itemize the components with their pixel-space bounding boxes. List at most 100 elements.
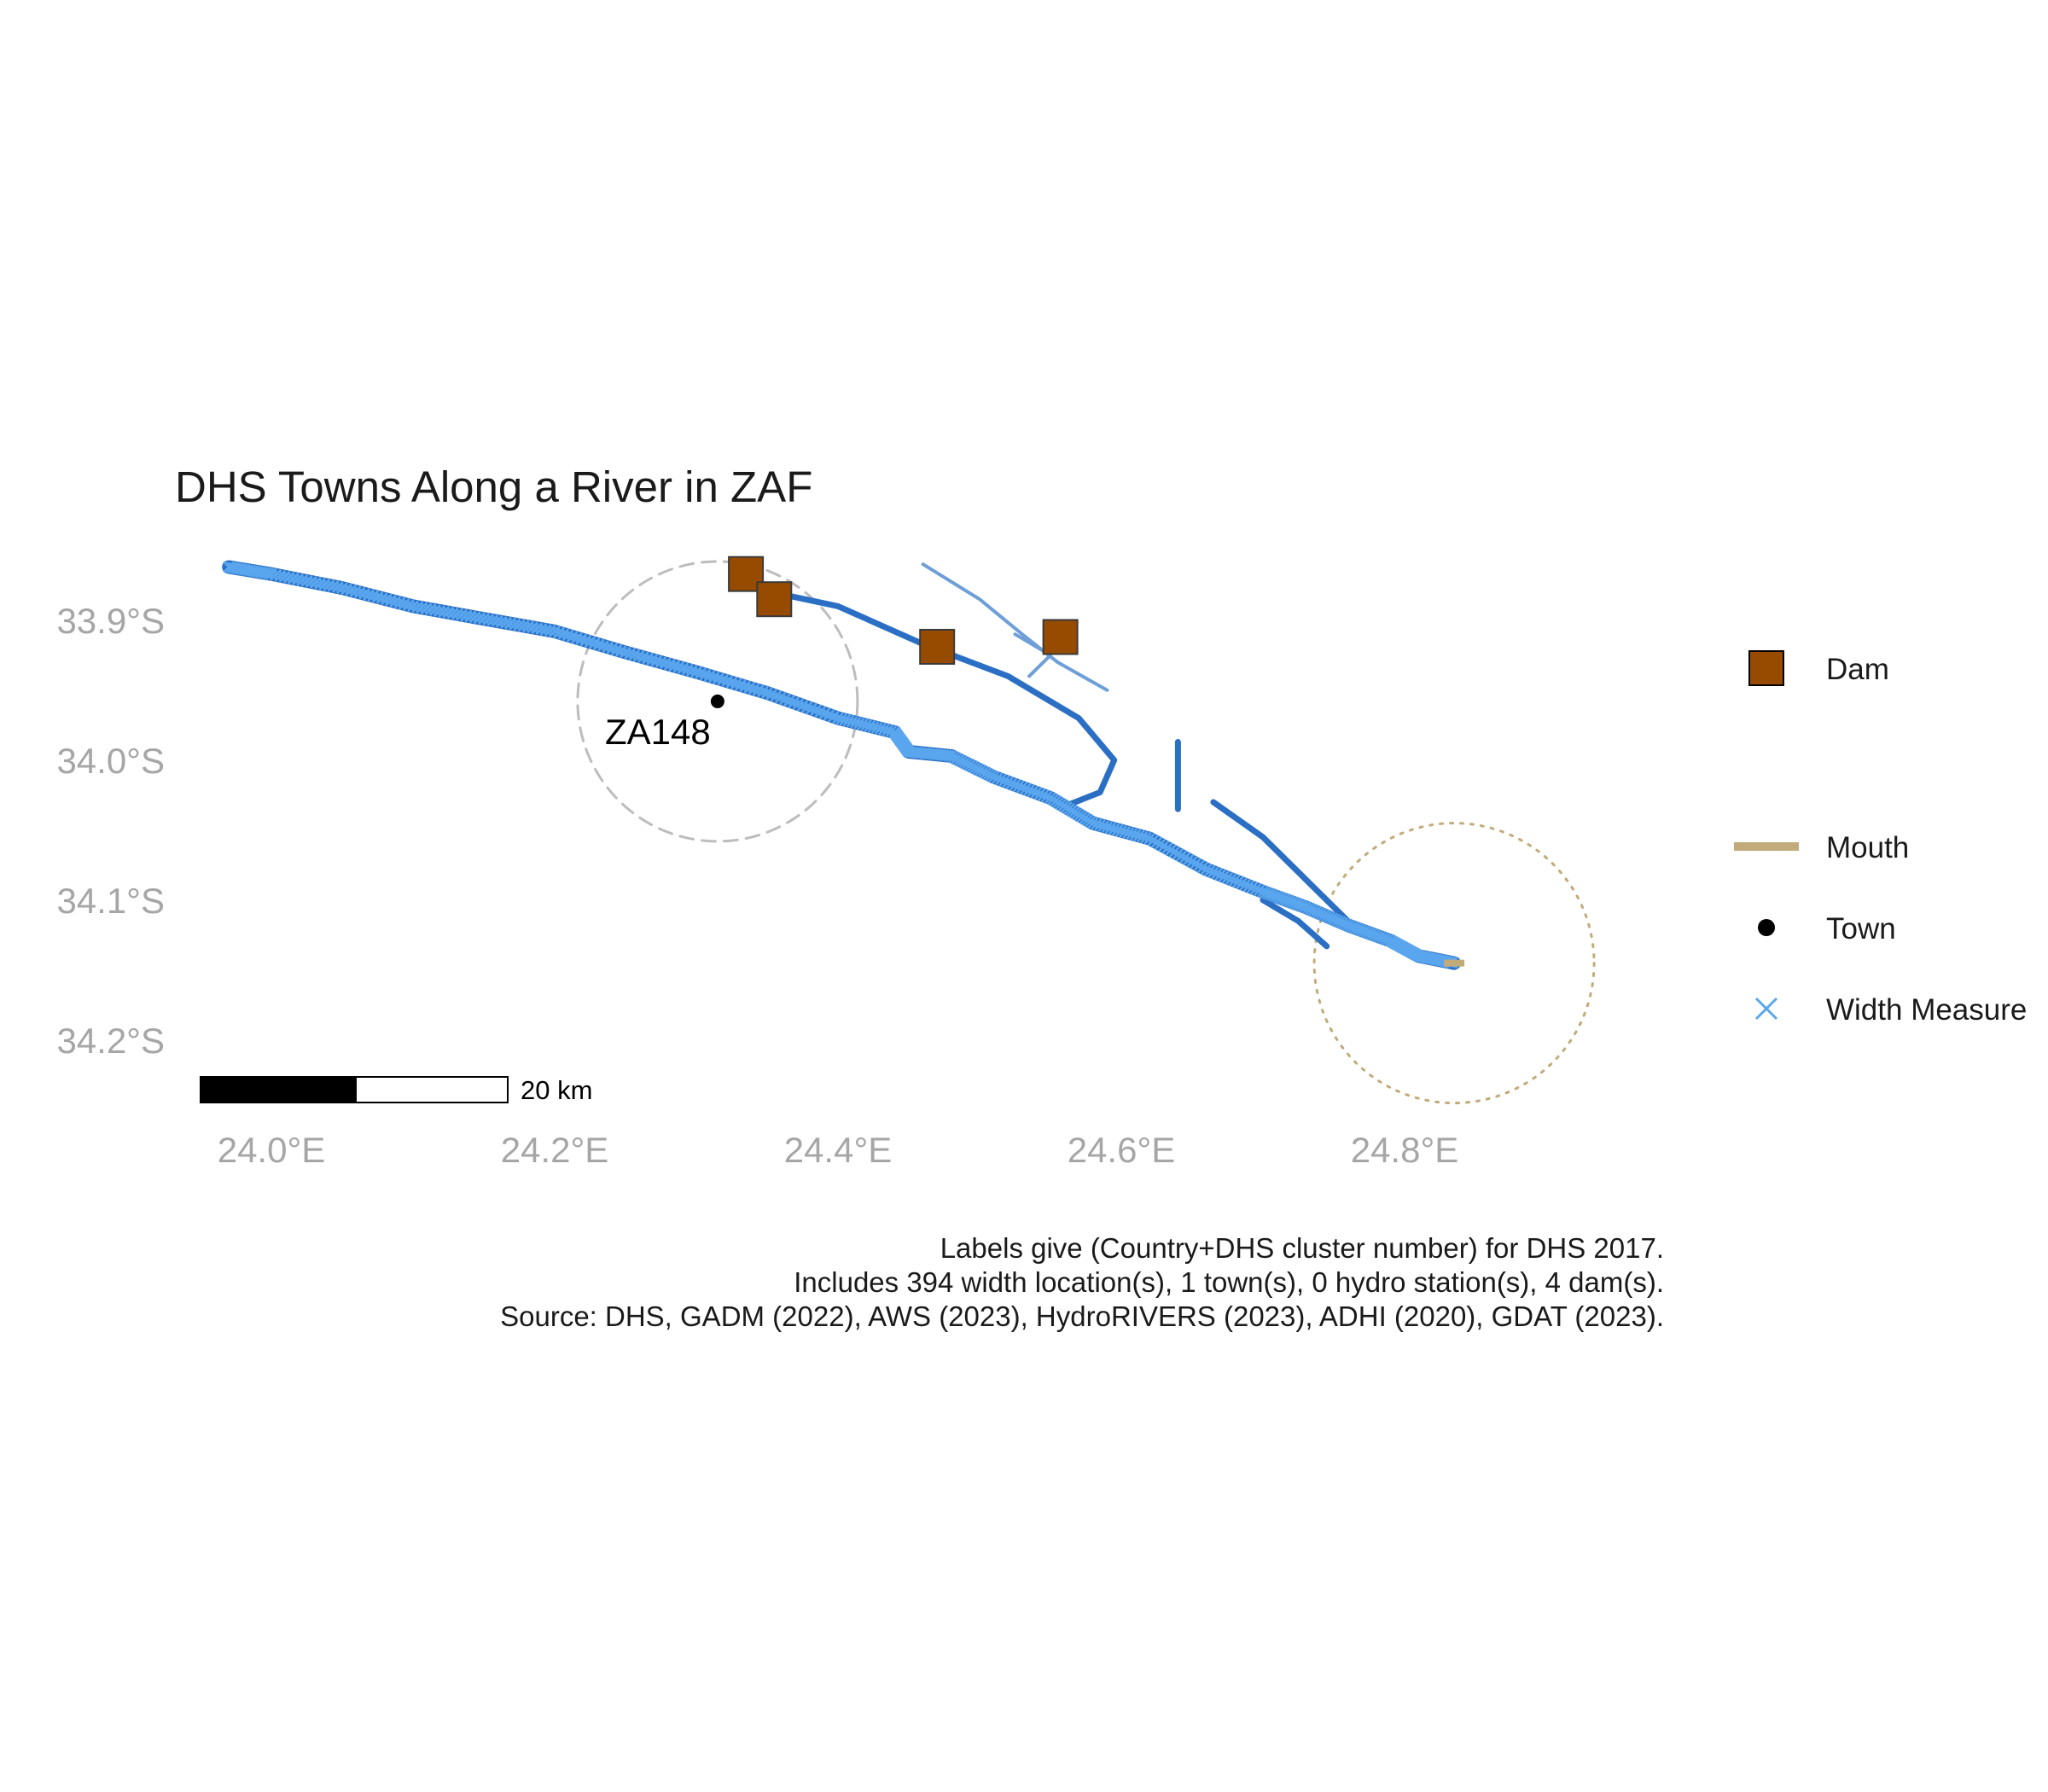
width-measure-mark [527, 621, 538, 634]
x-tick-label: 24.8°E [1351, 1130, 1459, 1170]
width-measure-mark [1214, 869, 1227, 881]
width-measure-mark [1091, 817, 1103, 830]
width-measure-mark [1027, 785, 1039, 798]
width-measure-mark [1218, 870, 1231, 882]
width-measure-mark [1086, 817, 1099, 829]
caption-line: Labels give (Country+DHS cluster number)… [940, 1232, 1664, 1264]
width-measure-mark [1132, 829, 1145, 842]
width-measure-mark [438, 605, 451, 618]
width-measure-mark [995, 773, 1007, 786]
width-measure-mark [504, 617, 517, 630]
width-measure-mark [1115, 824, 1127, 837]
width-measure-mark [331, 581, 344, 593]
width-measure-mark [407, 600, 419, 613]
width-measure-mark [1020, 783, 1032, 795]
width-measure-mark [323, 579, 335, 591]
width-measure-mark [1037, 789, 1050, 801]
width-measure-mark [1126, 828, 1138, 840]
width-measure-mark [500, 616, 512, 629]
width-measure-mark [424, 603, 437, 615]
width-measure-mark [1122, 826, 1135, 839]
width-measure-mark [535, 623, 548, 636]
width-measure-mark [1239, 878, 1252, 891]
x-tick-label: 24.4°E [784, 1130, 893, 1170]
width-measure-mark [473, 612, 486, 625]
width-measure-mark [1129, 829, 1142, 841]
legend-town-key [1758, 919, 1775, 936]
y-tick-label: 33.9°S [56, 601, 165, 641]
width-measure-mark [998, 775, 1010, 787]
town-and-mouth-layer: ZA148 [605, 694, 1465, 967]
legend-width-measure-label: Width Measure [1826, 993, 2027, 1027]
width-measure-mark [282, 571, 295, 584]
width-measure-mark [539, 624, 552, 636]
tributary-line [921, 562, 1109, 692]
tributary-line [1013, 632, 1052, 678]
width-measure-mark [1101, 821, 1114, 833]
width-measure-mark [265, 567, 277, 580]
width-measure-mark [292, 573, 305, 585]
width-measure-mark [1104, 822, 1117, 835]
width-measure-mark [1207, 866, 1219, 878]
width-measure-mark [486, 614, 499, 626]
width-measure-mark [1015, 781, 1028, 794]
width-measure-mark [464, 610, 477, 623]
width-measure-mark [327, 580, 340, 592]
buffer-layer [576, 560, 1596, 1105]
width-measure-mark [314, 578, 326, 590]
caption-line: Includes 394 width location(s), 1 town(s… [794, 1266, 1664, 1298]
caption-line: Source: DHS, GADM (2022), AWS (2023), Hy… [500, 1300, 1664, 1332]
width-measure-mark [296, 573, 309, 586]
town-label: ZA148 [605, 712, 711, 752]
mouth-buffer-circle [1312, 822, 1596, 1105]
dam-marker [756, 581, 793, 618]
x-tick-label: 24.0°E [218, 1130, 326, 1170]
width-measure-mark [531, 622, 544, 635]
x-tick-label: 24.6°E [1068, 1130, 1176, 1170]
width-measure-mark [1203, 864, 1216, 877]
width-measure-mark [460, 609, 473, 622]
y-tick-label: 34.1°S [56, 881, 165, 921]
width-measure-mark [300, 574, 313, 587]
width-measure-mark [468, 611, 481, 624]
width-measure-mark [1005, 777, 1018, 790]
width-measure-mark [1225, 873, 1237, 886]
width-measure-mark [1030, 787, 1043, 799]
width-measure-mark [1108, 823, 1120, 835]
width-measure-mark [491, 615, 503, 627]
width-measure-mark [305, 576, 317, 588]
scale-bar-filled-segment [200, 1076, 357, 1103]
width-measure-mark [544, 625, 556, 637]
width-measure-mark [1094, 818, 1106, 831]
width-measure-mark [509, 618, 521, 631]
width-measure-mark [309, 577, 322, 589]
width-measure-mark [1221, 871, 1234, 884]
width-measure-mark [451, 608, 463, 620]
width-measure-mark [987, 771, 1000, 783]
width-measure-mark [446, 607, 459, 620]
tributary-line [1260, 897, 1330, 950]
scale-bar-empty-segment [355, 1076, 509, 1103]
width-measure-mark [513, 619, 526, 631]
tributary-layer [736, 562, 1352, 950]
width-measure-mark [1253, 884, 1265, 897]
width-measure-mark [1097, 820, 1110, 832]
scale-bar: 20 km [200, 1075, 592, 1105]
width-measure-mark [411, 601, 424, 614]
width-measure-mark [1236, 877, 1248, 890]
width-measure-layer [223, 561, 1458, 969]
width-measure-mark [1228, 874, 1241, 887]
x-tick-label: 24.2°E [501, 1130, 609, 1170]
legend-mouth-label: Mouth [1826, 831, 1909, 864]
legend-town-label: Town [1826, 912, 1896, 945]
width-measure-mark [517, 620, 530, 632]
width-measure-mark [1232, 876, 1244, 888]
width-measure-mark [288, 572, 300, 585]
width-measure-mark [1040, 790, 1053, 803]
width-measure-mark [318, 579, 331, 591]
width-measure-mark [1137, 830, 1149, 843]
width-measure-mark [1002, 776, 1015, 788]
map-title: DHS Towns Along a River in ZAF [175, 463, 812, 511]
width-measure-mark [442, 606, 455, 619]
